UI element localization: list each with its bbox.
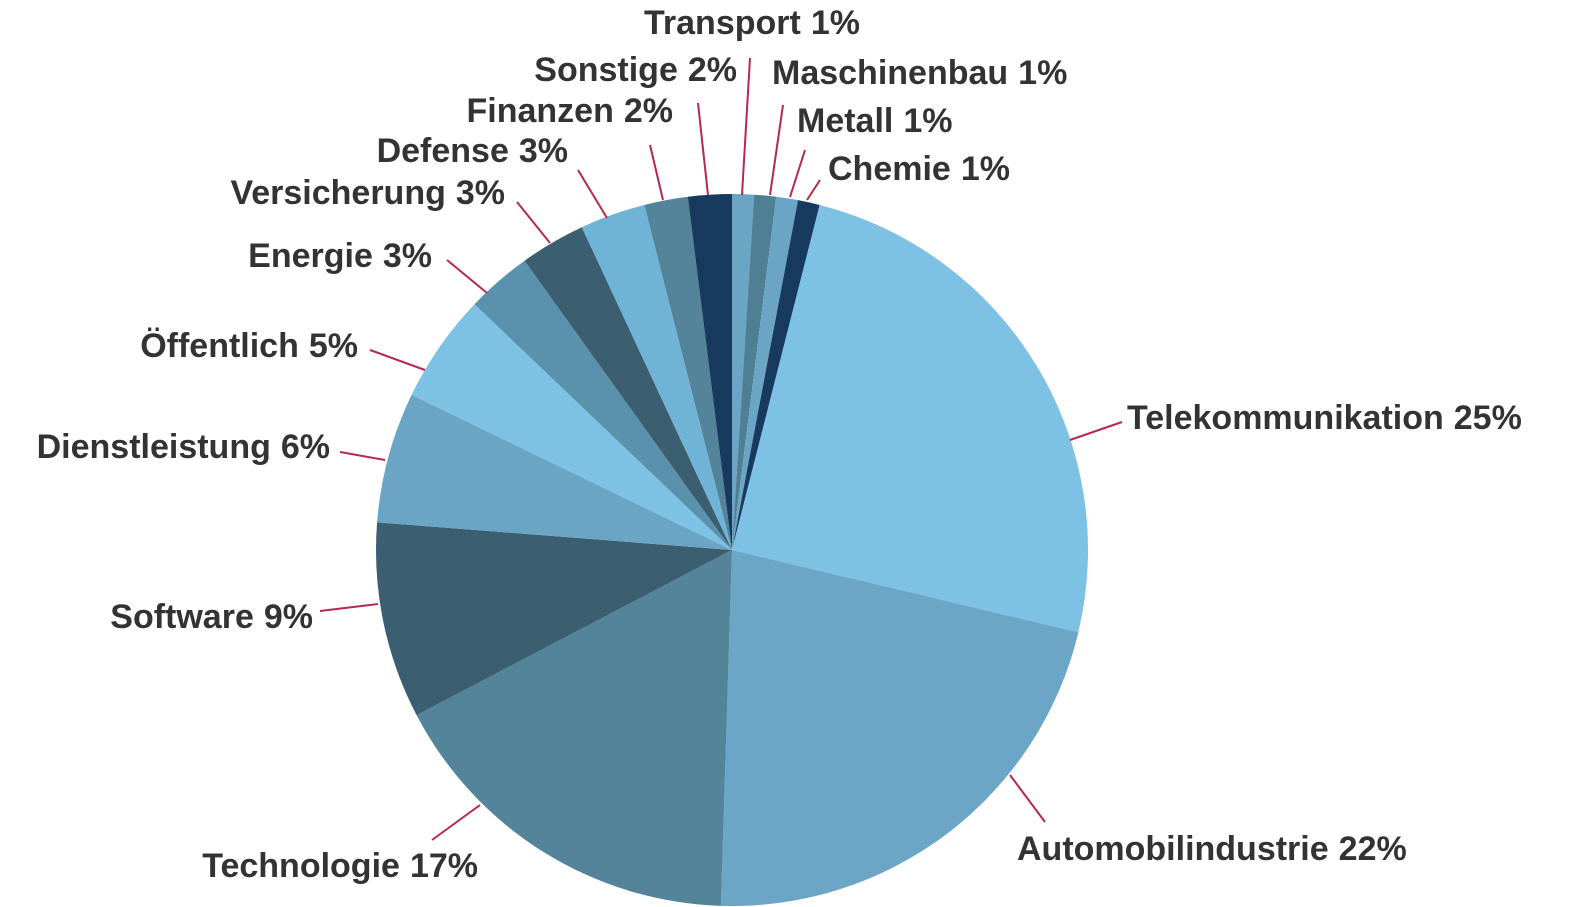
category-name: Telekommunikation: [1127, 399, 1444, 437]
category-name: Öffentlich: [140, 327, 299, 365]
leader-line: [1069, 421, 1123, 441]
value-label: 1%: [961, 150, 1010, 188]
category-name: Versicherung: [230, 174, 445, 212]
value-label: 2%: [624, 92, 673, 130]
leader-line: [789, 149, 806, 198]
category-name: Finanzen: [467, 92, 614, 130]
leader-line: [369, 349, 426, 371]
value-label: 25%: [1454, 399, 1522, 437]
category-name: Chemie: [828, 150, 951, 188]
leader-line: [446, 259, 488, 294]
slice-label: Sonstige 2%: [534, 51, 737, 89]
pie-slice: [732, 194, 755, 550]
category-name: Technologie: [202, 847, 400, 885]
slice-label: Telekommunikation 25%: [1127, 399, 1522, 437]
pie-slice: [644, 196, 732, 550]
slice-label: Automobilindustrie 22%: [1017, 830, 1407, 868]
slice-label: Maschinenbau 1%: [772, 54, 1067, 92]
slice-label: Defense 3%: [377, 132, 568, 170]
leader-line: [741, 57, 751, 196]
leader-line: [577, 169, 608, 219]
value-label: 6%: [281, 428, 330, 466]
slice-label: Chemie 1%: [828, 150, 1010, 188]
pie-slice: [732, 196, 799, 550]
value-label: 22%: [1339, 830, 1407, 868]
leader-line: [769, 104, 784, 196]
slice-label: Öffentlich 5%: [140, 327, 358, 365]
value-label: 3%: [519, 132, 568, 170]
category-name: Maschinenbau: [772, 54, 1008, 92]
pie-slice: [720, 550, 1079, 907]
category-name: Defense: [377, 132, 509, 170]
category-name: Automobilindustrie: [1017, 830, 1329, 868]
leader-line: [806, 179, 821, 201]
value-label: 1%: [811, 4, 860, 42]
category-name: Dienstleistung: [37, 428, 271, 466]
category-name: Sonstige: [534, 51, 678, 89]
pie-slice: [524, 227, 732, 550]
category-name: Metall: [797, 102, 893, 140]
pie-slice: [687, 194, 732, 550]
pie-slice: [411, 304, 732, 550]
pie-slice: [732, 200, 820, 550]
category-name: Software: [110, 598, 254, 636]
value-label: 3%: [383, 237, 432, 275]
pie-slice: [377, 394, 732, 550]
pie-slice: [474, 260, 732, 550]
slice-label: Transport 1%: [644, 4, 860, 42]
value-label: 1%: [903, 102, 952, 140]
slice-label: Software 9%: [110, 598, 313, 636]
pie-slice: [732, 194, 777, 550]
leader-line: [431, 804, 481, 841]
slice-label: Technologie 17%: [202, 847, 478, 885]
leader-line: [339, 451, 386, 461]
value-label: 1%: [1018, 54, 1067, 92]
value-label: 17%: [410, 847, 478, 885]
value-label: 2%: [688, 51, 737, 89]
pie-slice: [732, 204, 1088, 633]
slice-label: Dienstleistung 6%: [37, 428, 330, 466]
category-name: Energie: [248, 237, 373, 275]
pie-slice: [416, 550, 732, 906]
slice-label: Finanzen 2%: [467, 92, 673, 130]
pie-slice: [375, 522, 732, 716]
value-label: 3%: [456, 174, 505, 212]
pie-slice: [581, 204, 732, 550]
leader-line: [516, 201, 551, 244]
slice-label: Metall 1%: [797, 102, 953, 140]
leader-line: [697, 102, 709, 196]
leader-line: [1009, 774, 1046, 823]
leader-line: [649, 144, 664, 201]
slice-label: Energie 3%: [248, 237, 432, 275]
leader-line: [319, 603, 379, 612]
category-name: Transport: [644, 4, 801, 42]
value-label: 9%: [264, 598, 313, 636]
slice-label: Versicherung 3%: [230, 174, 505, 212]
value-label: 5%: [309, 327, 358, 365]
